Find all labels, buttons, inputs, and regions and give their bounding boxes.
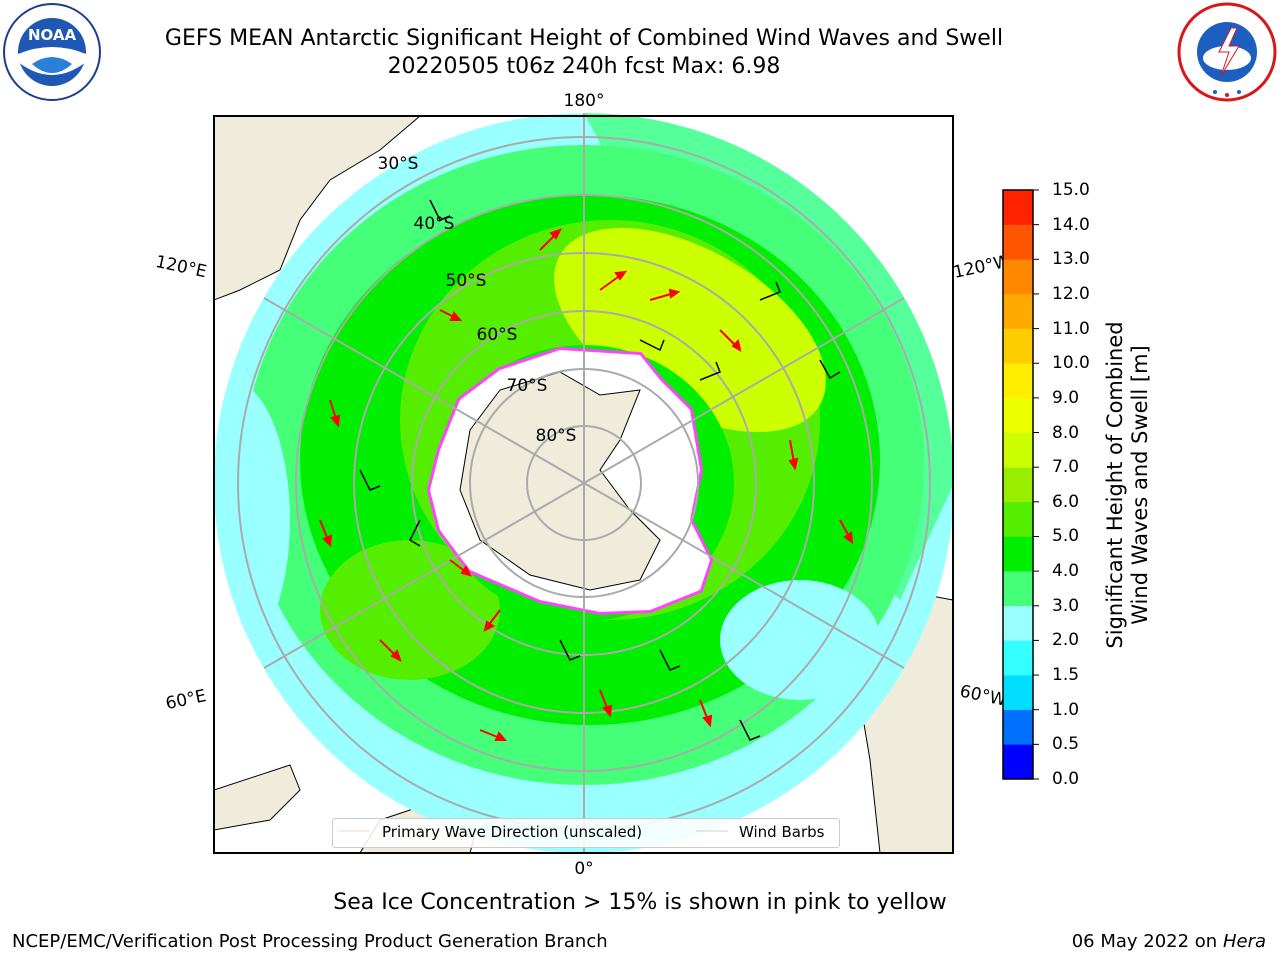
colorbar-segment [1003,328,1033,364]
noaa-logo-text: NOAA [28,26,77,44]
graticule [237,113,931,853]
colorbar-tick-label: 10.0 [1052,353,1090,374]
lon-label-0: 0° [574,859,593,879]
colorbar-segment [1003,709,1033,745]
colorbar-tick-label: 14.0 [1052,214,1090,235]
map-frame [213,115,954,854]
colorbar-tick-label: 6.0 [1052,491,1080,512]
chart-subtitle: 20220505 t06z 240h fcst Max: 6.98 [387,54,781,79]
colorbar-tick-label: 5.0 [1052,526,1080,547]
colorbar-segment [1003,293,1033,329]
colorbar-tick-label: 7.0 [1052,457,1080,478]
lat-label-50s: 50°S [446,271,487,291]
colorbar-tick-label: 8.0 [1052,422,1080,443]
nws-logo [1177,2,1277,102]
colorbar-segment [1003,397,1033,433]
wind-barbs [359,199,841,741]
colorbar-label-line1: Significant Height of Combined [1103,321,1127,649]
colorbar-frame [1002,189,1034,780]
legend-wave-label: Primary Wave Direction (unscaled) [382,823,643,841]
colorbar-segment [1003,536,1033,572]
footer-host: Hera [1222,931,1266,952]
colorbar-tick-label: 3.0 [1052,595,1080,616]
wave-direction-arrows [319,228,854,741]
antarctica [426,346,714,616]
colorbar-segment [1003,675,1033,711]
map-legend: Primary Wave Direction (unscaled) Wind B… [332,818,840,848]
colorbar-segment [1003,259,1033,295]
sea-ice-note: Sea Ice Concentration > 15% is shown in … [333,890,947,915]
colorbar-segment [1003,571,1033,607]
colorbar-tick-label: 0.0 [1052,769,1080,789]
lat-label-40s: 40°S [414,214,455,234]
colorbar-tick-label: 11.0 [1052,318,1090,339]
colorbar-tick-label: 15.0 [1052,180,1090,200]
colorbar-segment [1003,501,1033,537]
footer-date: 06 May 2022 on Hera [1072,931,1266,952]
colorbar-segment [1003,224,1033,260]
lat-label-70s: 70°S [507,376,548,396]
colorbar-tick-label: 4.0 [1052,561,1080,582]
lon-label-180: 180° [564,91,605,111]
colorbar-segment [1003,432,1033,468]
colorbar-segment [1003,744,1033,780]
colorbar-tick-label: 1.5 [1052,665,1080,686]
colorbar-segment [1003,605,1033,641]
lon-label-120e: 120°E [154,252,209,282]
lat-labels: 30°S 40°S 50°S 60°S 70°S 80°S [378,154,577,446]
colorbar-tick-label: 0.5 [1052,734,1080,755]
colorbar-tick-label: 12.0 [1052,283,1090,304]
colorbar-tick-label: 2.0 [1052,630,1080,651]
chart-title: GEFS MEAN Antarctic Significant Height o… [164,26,1004,51]
lat-label-30s: 30°S [378,154,419,174]
lat-label-80s: 80°S [536,426,577,446]
colorbar [1002,189,1039,780]
footer-credit: NCEP/EMC/Verification Post Processing Pr… [12,931,608,952]
noaa-logo: NOAA [3,3,101,101]
colorbar-segment [1003,467,1033,503]
footer-date-text: 06 May 2022 on [1071,931,1218,952]
lon-label-60e: 60°E [164,686,208,714]
lon-label-60w: 60°W [958,681,1008,710]
colorbar-tick-label: 13.0 [1052,249,1090,270]
lat-label-60s: 60°S [477,325,518,345]
colorbar-segment [1003,363,1033,399]
colorbar-label-line2: Wind Waves and Swell [m] [1128,345,1152,625]
legend-barb-label: Wind Barbs [739,823,825,841]
colorbar-tick-label: 1.0 [1052,699,1080,720]
colorbar-segment [1003,640,1033,676]
colorbar-tick-label: 9.0 [1052,387,1080,408]
colorbar-segment [1003,190,1033,225]
